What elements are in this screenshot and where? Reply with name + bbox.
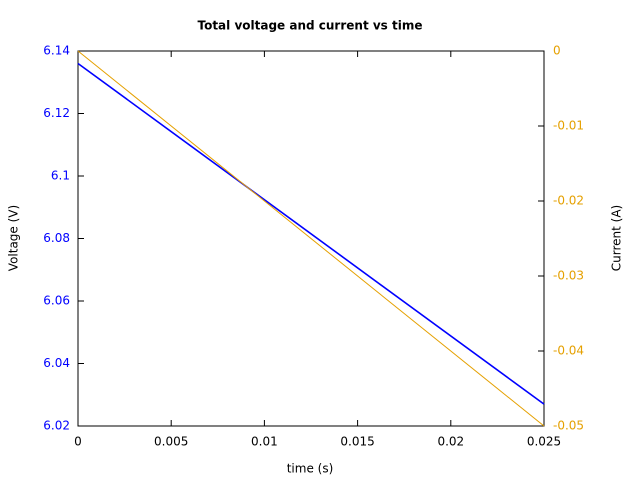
series-line [77,50,545,427]
y2-axis-label: Current (A) [610,205,624,271]
x-tick-label: 0.015 [340,435,374,449]
x-axis-label: time (s) [287,462,334,476]
y-tick-label: 6.02 [43,419,70,433]
series-line [77,62,545,405]
y2-tick-label: 0 [553,44,561,58]
x-tick-label: 0.01 [251,435,278,449]
y2-tick-label: -0.05 [553,419,584,433]
y-tick-label: 6.06 [43,294,70,308]
y-tick-label: 6.04 [43,356,70,370]
y-tick-label: 6.14 [43,44,70,58]
chart-title: Total voltage and current vs time [197,19,422,33]
x-tick-label: 0.025 [527,435,561,449]
y2-tick-label: -0.03 [553,269,584,283]
y-axis-label: Voltage (V) [7,205,21,271]
y-tick-label: 6.08 [43,231,70,245]
y2-tick-label: -0.02 [553,194,584,208]
x-tick-label: 0.02 [437,435,464,449]
y-tick-label: 6.1 [51,169,70,183]
y2-tick-label: -0.01 [553,119,584,133]
x-tick-label: 0 [74,435,82,449]
x-tick-label: 0.005 [154,435,188,449]
y-tick-label: 6.12 [43,106,70,120]
y2-tick-label: -0.04 [553,344,584,358]
